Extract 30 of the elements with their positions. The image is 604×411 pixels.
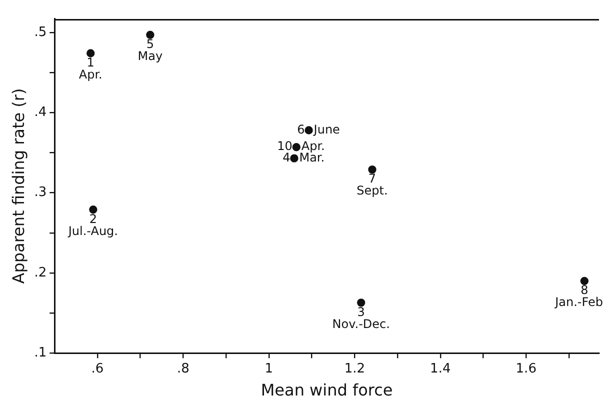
y-tick-label: .5	[34, 24, 47, 40]
y-tick-label: .4	[34, 105, 47, 120]
annotation: 3 Nov.-Dec.	[332, 304, 390, 331]
point	[86, 49, 95, 58]
point	[146, 30, 154, 39]
x-tick-label: 1.4	[430, 361, 451, 376]
y-tick-label: .2	[34, 265, 47, 280]
x-tick-label: 1.6	[516, 361, 536, 376]
point	[356, 298, 366, 307]
point	[290, 154, 298, 162]
annotation: 1 Apr.	[78, 55, 102, 82]
point	[304, 126, 313, 134]
y-tick-label: .1	[34, 346, 47, 361]
point	[89, 206, 98, 214]
x-tick-label: 1	[264, 361, 274, 376]
annotation: 10 Apr.	[277, 139, 325, 154]
point	[292, 143, 300, 152]
x-tick-label: 1.2	[344, 361, 366, 376]
x-axis-title: Mean wind force	[260, 380, 393, 400]
annotation: 2 Jul.-Aug.	[67, 212, 118, 238]
y-tick-label: .3	[34, 185, 47, 200]
point	[580, 276, 589, 286]
annotation: 6 June	[297, 122, 340, 136]
y-axis-title: Apparent finding rate (r)	[8, 88, 28, 284]
x-tick-label: .8	[177, 361, 190, 376]
annotation: 7 Sept.	[356, 172, 388, 198]
annotation: 5 May	[138, 36, 163, 63]
point	[368, 165, 376, 174]
x-tick-label: .6	[91, 361, 104, 376]
annotation: 8 Jan.-Feb	[554, 283, 603, 310]
